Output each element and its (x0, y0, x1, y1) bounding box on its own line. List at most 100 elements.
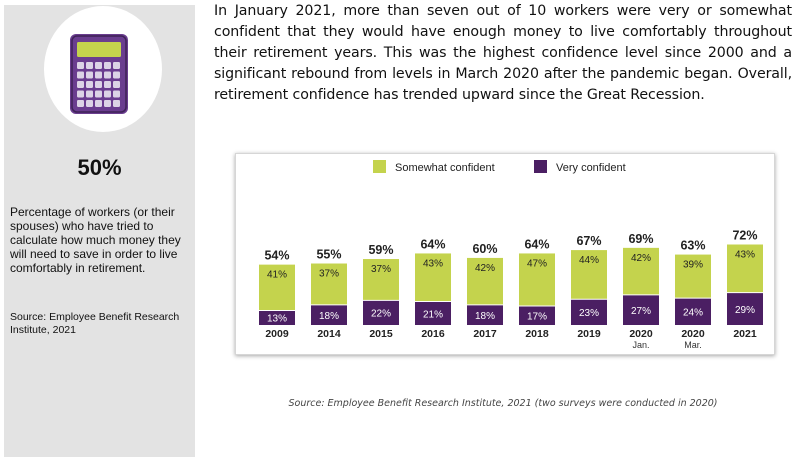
data-label-somewhat: 39% (683, 260, 703, 271)
bar-somewhat-confident (571, 250, 607, 300)
calculator-key (104, 71, 111, 79)
legend-label: Somewhat confident (395, 162, 495, 174)
calculator-key (95, 81, 102, 88)
legend-label: Very confident (556, 162, 626, 174)
data-label-very: 27% (631, 306, 651, 317)
total-label: 64% (524, 237, 549, 251)
chart-card: Somewhat confident Very confident 13% 41% 54… (235, 153, 775, 355)
bar-very-confident (363, 300, 399, 325)
category-sublabel: Jan. (632, 340, 649, 350)
calculator-key (95, 71, 102, 79)
calculator-key (77, 71, 84, 79)
data-label-very: 21% (423, 309, 443, 320)
calculator-key (104, 90, 111, 98)
bar-very-confident (519, 305, 555, 325)
total-label: 55% (316, 248, 341, 262)
category-sublabel: Mar. (684, 340, 702, 350)
legend-swatch (534, 160, 547, 173)
data-label-somewhat: 43% (735, 250, 755, 261)
data-label-very: 13% (267, 314, 287, 325)
sidebar-panel: 50% Percentage of workers (or their spou… (4, 5, 195, 457)
bar-somewhat-confident (259, 264, 295, 311)
category-label: 2020 (629, 328, 653, 340)
calculator-key (113, 100, 120, 107)
total-label: 69% (628, 232, 653, 246)
data-label-somewhat: 41% (267, 270, 287, 281)
category-label: 2019 (577, 328, 601, 340)
data-label-very: 18% (319, 311, 339, 322)
bar-somewhat-confident (363, 259, 399, 301)
stacked-bar-chart: Somewhat confident Very confident 13% 41% 54… (259, 160, 763, 350)
calculator-key (77, 81, 84, 88)
calculator-key (113, 81, 120, 88)
calculator-key (104, 81, 111, 88)
bar-very-confident (415, 301, 451, 325)
total-label: 64% (420, 237, 445, 251)
bar-somewhat-confident (519, 253, 555, 306)
category-label: 2017 (473, 328, 497, 340)
calculator-icon (70, 34, 128, 114)
bar-somewhat-confident (415, 253, 451, 302)
total-label: 60% (472, 242, 497, 256)
category-label: 2016 (421, 328, 445, 340)
data-label-very: 23% (579, 308, 599, 319)
calculator-key (95, 100, 102, 107)
bar-very-confident (675, 298, 711, 325)
bar-very-confident (727, 292, 763, 325)
calculator-key (95, 62, 102, 69)
calculator-key (86, 81, 93, 88)
data-label-very: 24% (683, 308, 703, 319)
bar-somewhat-confident (727, 244, 763, 293)
data-label-very: 29% (735, 305, 755, 316)
total-label: 72% (732, 229, 757, 243)
data-label-very: 18% (475, 311, 495, 322)
calculator-key (113, 90, 120, 98)
calculator-key (77, 90, 84, 98)
data-label-somewhat: 42% (475, 263, 495, 274)
category-label: 2014 (317, 328, 341, 340)
calculator-key (104, 100, 111, 107)
sidebar-source: Source: Employee Benefit Research Instit… (10, 311, 180, 336)
bar-very-confident (571, 299, 607, 325)
data-label-somewhat: 43% (423, 258, 443, 269)
total-label: 59% (368, 243, 393, 257)
data-label-somewhat: 44% (579, 255, 599, 266)
bar-somewhat-confident (311, 263, 347, 305)
calculator-key (86, 62, 93, 69)
calculator-key (113, 62, 120, 69)
bar-very-confident (311, 304, 347, 325)
bar-very-confident (467, 304, 503, 325)
bar-very-confident (259, 310, 295, 325)
bar-very-confident (623, 294, 659, 325)
calculator-key (104, 62, 111, 69)
category-label: 2015 (369, 328, 393, 340)
data-label-somewhat: 37% (371, 264, 391, 275)
calculator-badge (44, 6, 162, 132)
intro-paragraph: In January 2021, more than seven out of … (214, 3, 792, 103)
bar-somewhat-confident (623, 247, 659, 295)
stat-value: 50% (77, 155, 122, 180)
stat-description: Percentage of workers (or their spouses)… (10, 205, 181, 275)
chart-source: Source: Employee Benefit Research Instit… (288, 398, 718, 409)
calculator-key (113, 71, 120, 79)
data-label-somewhat: 37% (319, 269, 339, 280)
calculator-key (86, 90, 93, 98)
data-label-somewhat: 47% (527, 258, 547, 269)
calculator-key (86, 100, 93, 107)
data-label-somewhat: 42% (631, 253, 651, 264)
bar-somewhat-confident (467, 257, 503, 305)
bar-somewhat-confident (675, 254, 711, 299)
category-label: 2009 (265, 328, 289, 340)
category-label: 2018 (525, 328, 549, 340)
data-label-very: 22% (371, 309, 391, 320)
category-label: 2020 (681, 328, 705, 340)
category-label: 2021 (733, 328, 757, 340)
calculator-key (77, 62, 84, 69)
calculator-key (95, 90, 102, 98)
data-label-very: 17% (527, 311, 547, 322)
total-label: 67% (576, 234, 601, 248)
legend-swatch (373, 160, 386, 173)
total-label: 63% (680, 239, 705, 253)
total-label: 54% (264, 249, 289, 263)
calculator-key (86, 71, 93, 79)
